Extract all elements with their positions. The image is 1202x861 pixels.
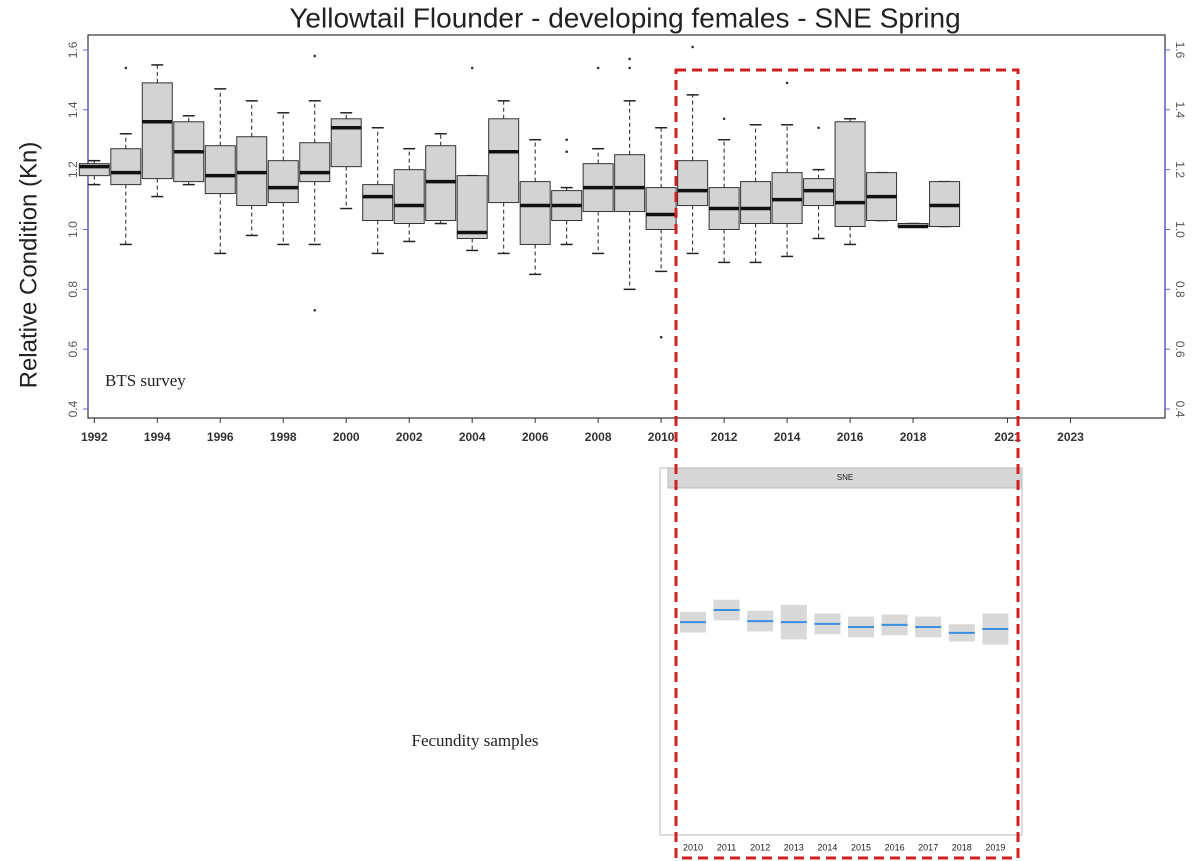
x-tick-label: 1992 <box>81 430 108 444</box>
outlier <box>313 308 317 312</box>
box <box>488 118 520 204</box>
outlier <box>691 45 694 49</box>
y-tick-label: 0.6 <box>66 341 80 358</box>
y-tick-label: 1.2 <box>66 161 80 178</box>
x-tick-label: 2015 <box>851 842 871 852</box>
outlier <box>628 66 631 70</box>
x-tick-label: 2017 <box>918 842 938 852</box>
y-tick-label: 0.4 <box>66 400 80 417</box>
y-axis-label: Relative Condition (Kn) <box>15 142 42 389</box>
highlight-box <box>674 68 1020 860</box>
y-tick-label: 1.0 <box>66 221 80 238</box>
plot-frame <box>87 34 1166 419</box>
x-tick-label: 1998 <box>270 430 297 444</box>
x-tick-label: 1994 <box>144 430 171 444</box>
x-tick-label: 2018 <box>900 430 927 444</box>
x-tick-label: 2016 <box>885 842 905 852</box>
outlier <box>628 57 631 61</box>
outlier <box>596 66 600 70</box>
x-tick-label: 2013 <box>784 842 804 852</box>
box <box>519 181 551 245</box>
outlier <box>124 66 128 70</box>
y-tick-label: 1.2 <box>1173 161 1187 178</box>
y-tick-label: 1.4 <box>1173 101 1187 118</box>
x-tick-label: 2002 <box>396 430 423 444</box>
x-tick-label: 2010 <box>683 842 703 852</box>
box <box>267 160 299 204</box>
box <box>299 142 331 183</box>
inset-panel <box>659 467 1023 836</box>
x-tick-label: 2014 <box>774 430 801 444</box>
box <box>456 175 488 239</box>
y-tick-label: 1.6 <box>1173 42 1187 59</box>
box <box>677 160 709 207</box>
x-tick-label: 2018 <box>952 842 972 852</box>
annotation: Fecundity samples <box>411 731 538 750</box>
chart-title: Yellowtail Flounder - developing females… <box>289 2 960 33</box>
box <box>204 145 236 195</box>
box <box>330 118 362 168</box>
x-tick-label: 2016 <box>837 430 864 444</box>
x-tick-label: 2019 <box>985 842 1005 852</box>
outlier <box>785 81 789 85</box>
box <box>110 148 142 186</box>
x-tick-label: 2004 <box>459 430 486 444</box>
outlier <box>565 138 568 142</box>
outlier <box>659 335 663 339</box>
x-tick-label: 2012 <box>711 430 738 444</box>
y-tick-label: 1.6 <box>66 41 80 58</box>
box <box>78 163 110 177</box>
x-tick-label: 2014 <box>817 842 837 852</box>
box <box>645 187 677 230</box>
box <box>141 82 173 180</box>
box <box>834 121 866 227</box>
x-tick-label: 2011 <box>717 842 736 852</box>
marks: 0.4 0.4 0.6 0.6 0.8 0.8 1.0 1.0 1.2 1.2 1.4 1.4 1.6 1… <box>66 41 1187 852</box>
outlier <box>565 150 568 153</box>
panel-strip <box>667 467 1023 489</box>
x-tick-label: 2008 <box>585 430 612 444</box>
box <box>614 154 646 213</box>
x-tick-label: 1996 <box>207 430 234 444</box>
x-tick-label: 2010 <box>648 430 675 444</box>
y-tick-label: 0.6 <box>1173 341 1187 358</box>
y-tick-label: 0.8 <box>66 281 80 298</box>
outlier <box>470 66 474 70</box>
y-tick-label: 0.4 <box>1173 401 1187 418</box>
x-tick-label: 2023 <box>1057 430 1084 444</box>
y-tick-label: 1.4 <box>66 101 80 118</box>
panel-label: SNE <box>837 473 853 482</box>
x-tick-label: 2021 <box>994 430 1021 444</box>
annotation: BTS survey <box>105 371 186 390</box>
y-tick-label: 0.8 <box>1173 281 1187 298</box>
box <box>362 184 394 222</box>
outlier <box>722 117 726 121</box>
outlier <box>313 54 317 58</box>
x-tick-label: 2012 <box>750 842 770 852</box>
box <box>393 169 425 225</box>
y-tick-label: 1.0 <box>1173 221 1187 238</box>
x-tick-label: 2000 <box>333 430 360 444</box>
box <box>740 181 772 225</box>
outlier <box>817 126 820 130</box>
x-tick-label: 2006 <box>522 430 549 444</box>
